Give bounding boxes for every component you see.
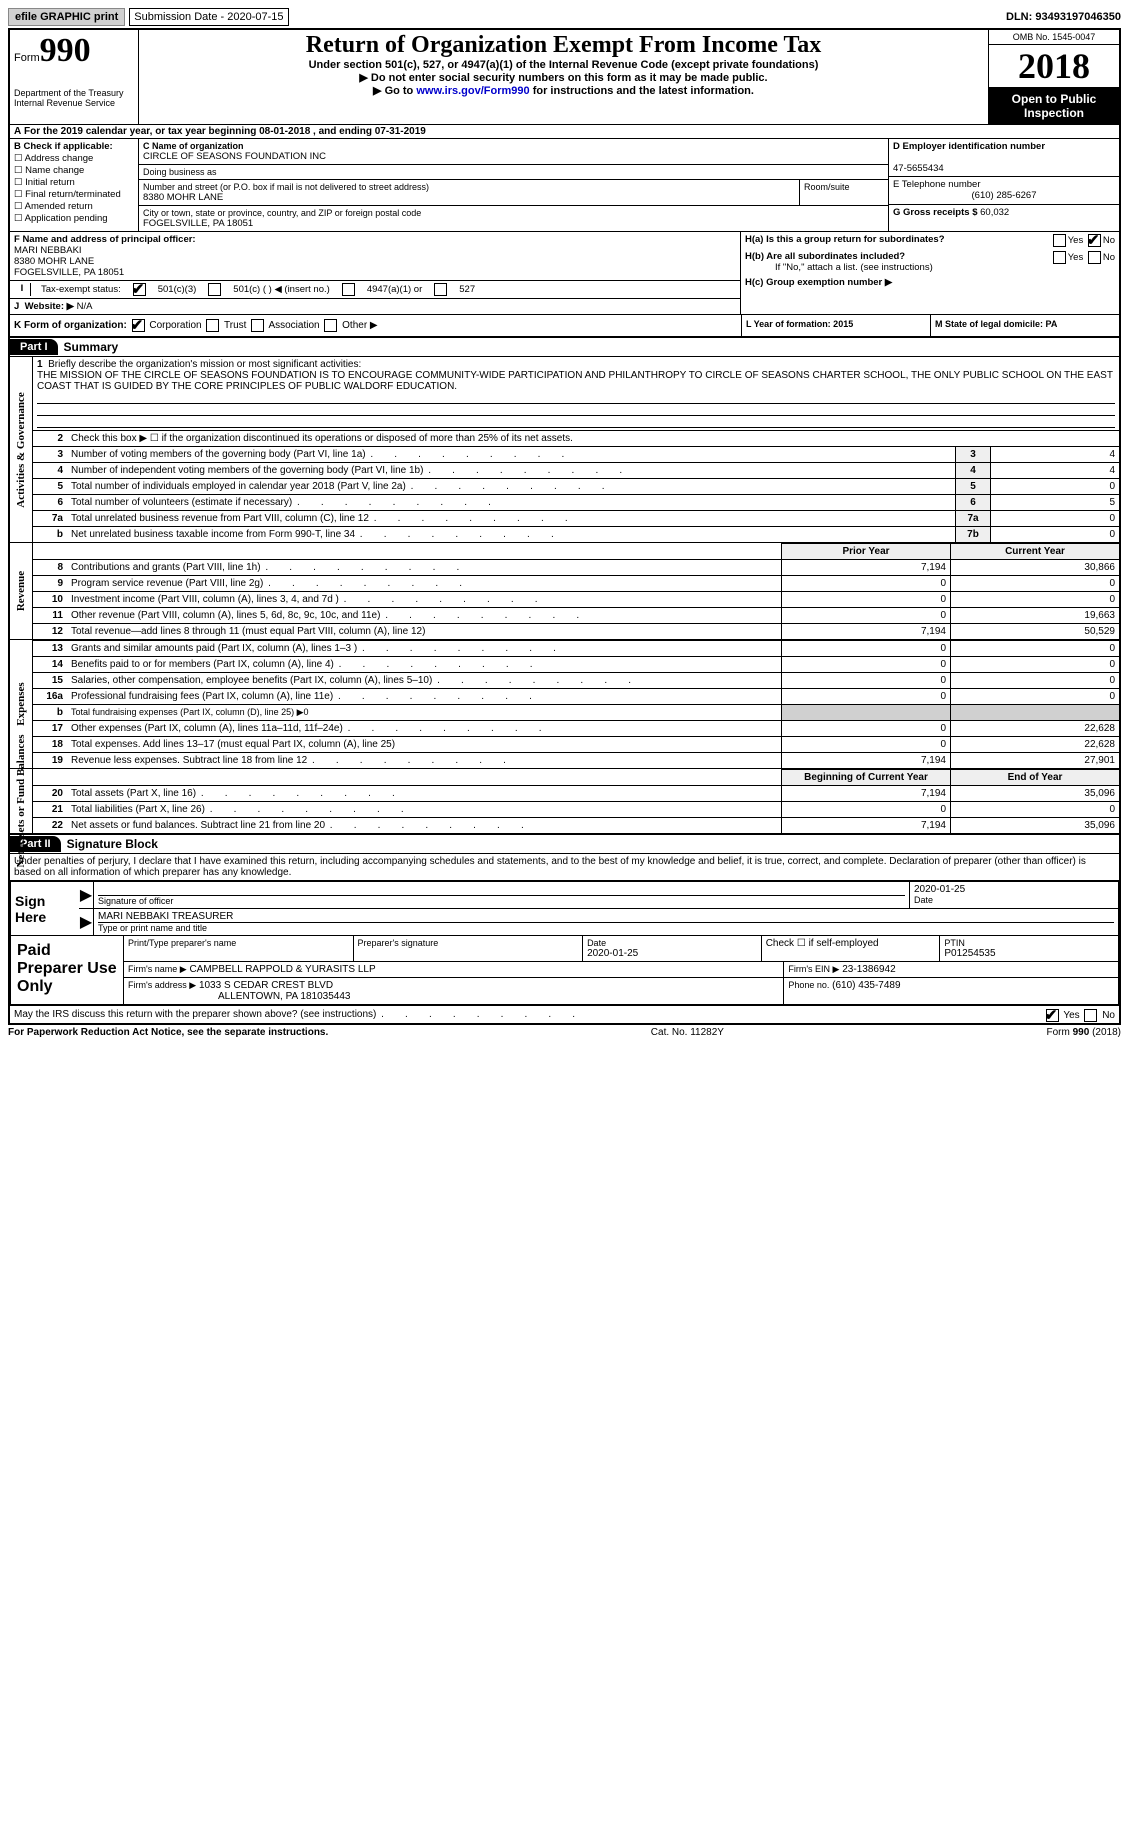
sig-name-label: Type or print name and title — [98, 923, 1114, 933]
officer-name: MARI NEBBAKI — [14, 245, 82, 256]
ein-label: D Employer identification number — [893, 141, 1045, 152]
officer-label: F Name and address of principal officer: — [14, 234, 196, 245]
subtitle-3: Go to www.irs.gov/Form990 for instructio… — [143, 84, 984, 97]
tab-governance: Activities & Governance — [10, 357, 33, 542]
discuss-yes[interactable] — [1046, 1009, 1059, 1022]
checkbox-527[interactable] — [434, 283, 447, 296]
row-a-tax-year: A For the 2019 calendar year, or tax yea… — [10, 125, 1119, 139]
open-inspection: Open to Public Inspection — [989, 88, 1119, 124]
subtitle-2: Do not enter social security numbers on … — [143, 71, 984, 84]
part1-header: Part I — [10, 339, 58, 355]
checkbox-corp[interactable] — [132, 319, 145, 332]
part2-title: Signature Block — [61, 835, 164, 853]
sig-officer-label: Signature of officer — [98, 896, 905, 906]
dln-label: DLN: 93493197046350 — [1006, 11, 1121, 23]
arrow-icon: ▶ — [79, 909, 93, 935]
checkbox-501c3[interactable] — [133, 283, 146, 296]
tax-year: 2018 — [989, 45, 1119, 88]
tab-net-assets: Net Assets or Fund Balances — [10, 769, 33, 833]
paid-preparer-label: Paid Preparer Use Only — [11, 936, 124, 1004]
gross-label: G Gross receipts $ — [893, 207, 977, 218]
irs-label: Internal Revenue Service — [14, 98, 134, 108]
tel-value: (610) 285-6267 — [893, 190, 1115, 201]
mission-text: THE MISSION OF THE CIRCLE OF SEASONS FOU… — [37, 370, 1113, 392]
room-suite-label: Room/suite — [800, 180, 888, 205]
arrow-icon: ▶ — [79, 882, 93, 908]
discuss-no[interactable] — [1084, 1009, 1097, 1022]
state-domicile: M State of legal domicile: PA — [930, 315, 1119, 336]
paperwork-notice: For Paperwork Reduction Act Notice, see … — [8, 1027, 328, 1038]
row-k: K Form of organization: Corporation Trus… — [10, 315, 741, 336]
form-container: Form990 Department of the Treasury Inter… — [8, 28, 1121, 1025]
ein-value: 47-5655434 — [893, 163, 944, 174]
officer-addr1: 8380 MOHR LANE — [14, 256, 94, 267]
dba-label: Doing business as — [143, 167, 884, 177]
omb-number: OMB No. 1545-0047 — [989, 30, 1119, 45]
efile-print-button[interactable]: efile GRAPHIC print — [8, 8, 125, 26]
gross-value: 60,032 — [980, 207, 1009, 218]
discuss-row: May the IRS discuss this return with the… — [10, 1005, 1119, 1023]
ha-group-return: H(a) Is this a group return for subordin… — [745, 234, 1115, 245]
officer-addr2: FOGELSVILLE, PA 18051 — [14, 267, 124, 278]
part1-title: Summary — [58, 338, 125, 356]
hb-subordinates: H(b) Are all subordinates included? Yes … — [745, 251, 1115, 262]
org-name: CIRCLE OF SEASONS FOUNDATION INC — [143, 151, 884, 162]
tel-label: E Telephone number — [893, 179, 981, 190]
checkbox-trust[interactable] — [206, 319, 219, 332]
col-b-checkboxes: B Check if applicable: ☐ Address change … — [10, 139, 139, 231]
top-toolbar: efile GRAPHIC print Submission Date - 20… — [8, 8, 1121, 26]
street-address: 8380 MOHR LANE — [143, 192, 795, 203]
submission-date: Submission Date - 2020-07-15 — [129, 8, 288, 26]
sign-here-label: Sign Here — [11, 882, 79, 935]
hc-exemption: H(c) Group exemption number ▶ — [745, 277, 1115, 288]
checkbox-4947[interactable] — [342, 283, 355, 296]
line1-label: Briefly describe the organization's miss… — [48, 359, 361, 370]
org-name-label: C Name of organization — [143, 141, 884, 151]
form-number: Form990 — [14, 32, 134, 70]
sig-date-value: 2020-01-25 — [914, 884, 1114, 895]
sig-name-value: MARI NEBBAKI TREASURER — [98, 911, 1114, 923]
subtitle-1: Under section 501(c), 527, or 4947(a)(1)… — [143, 59, 984, 71]
form-title: Return of Organization Exempt From Incom… — [143, 32, 984, 59]
sig-date-label: Date — [914, 895, 1114, 905]
form990-link[interactable]: www.irs.gov/Form990 — [416, 85, 529, 97]
checkbox-501c[interactable] — [208, 283, 221, 296]
checkbox-other[interactable] — [324, 319, 337, 332]
form-footer: Form 990 (2018) — [1047, 1027, 1121, 1038]
city-state-zip: FOGELSVILLE, PA 18051 — [143, 218, 884, 229]
dept-treasury: Department of the Treasury — [14, 88, 134, 98]
checkbox-assoc[interactable] — [251, 319, 264, 332]
row-j: J Website: ▶ N/A — [10, 299, 740, 314]
year-formation: L Year of formation: 2015 — [741, 315, 930, 336]
row-i: I Tax-exempt status: 501(c)(3) 501(c) ( … — [10, 281, 740, 299]
tab-revenue: Revenue — [10, 543, 33, 639]
cat-no: Cat. No. 11282Y — [651, 1027, 724, 1038]
city-label: City or town, state or province, country… — [143, 208, 884, 218]
perjury-declaration: Under penalties of perjury, I declare th… — [10, 853, 1119, 880]
line2: Check this box ▶ ☐ if the organization d… — [67, 431, 1119, 447]
addr-label: Number and street (or P.O. box if mail i… — [143, 182, 795, 192]
